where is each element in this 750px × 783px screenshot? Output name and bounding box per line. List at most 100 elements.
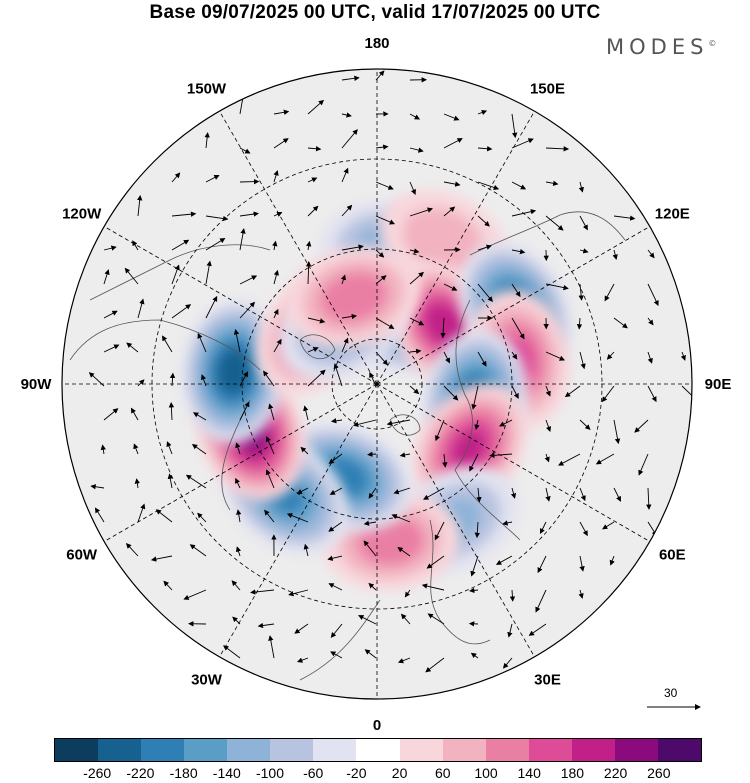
wind-arrow bbox=[511, 138, 534, 149]
wind-arrow bbox=[477, 146, 493, 152]
wind-arrow bbox=[545, 146, 570, 152]
wind-arrow bbox=[609, 555, 615, 566]
wind-arrow bbox=[88, 372, 105, 387]
wind-arrow bbox=[200, 374, 207, 387]
wind-vectors bbox=[88, 70, 692, 673]
colorbar-segment bbox=[571, 739, 615, 761]
wind-arrow bbox=[250, 589, 275, 595]
wind-arrow bbox=[595, 453, 615, 465]
wind-arrow bbox=[205, 295, 218, 319]
wind-arrow bbox=[294, 623, 309, 634]
wind-arrow bbox=[169, 372, 176, 387]
colorbar-segment bbox=[141, 739, 185, 761]
wind-arrow bbox=[495, 555, 513, 565]
wind-arrow bbox=[333, 363, 343, 387]
lon-label: 120E bbox=[655, 206, 690, 223]
brand-logo: MODES© bbox=[606, 35, 716, 59]
wind-arrow bbox=[545, 419, 552, 433]
colorbar-segment bbox=[657, 739, 701, 761]
wind-arrow bbox=[263, 370, 275, 387]
wind-arrow bbox=[647, 351, 653, 364]
wind-arrow bbox=[341, 244, 364, 251]
wind-arrow bbox=[564, 385, 581, 398]
lon-label: 30E bbox=[534, 671, 561, 688]
wind-arrow bbox=[341, 204, 353, 217]
wind-arrow bbox=[137, 194, 143, 217]
wind-arrow bbox=[328, 453, 343, 464]
coastline-siberia bbox=[454, 211, 626, 541]
wind-arrow bbox=[469, 453, 479, 472]
lon-label: 180 bbox=[364, 35, 389, 52]
wind-arrow bbox=[545, 487, 551, 502]
wind-arrow bbox=[239, 211, 259, 217]
wind-arrow bbox=[440, 317, 446, 339]
wind-arrow bbox=[132, 240, 139, 251]
wind-arrow bbox=[341, 337, 349, 353]
lon-label: 150W bbox=[187, 81, 227, 98]
wind-arrow bbox=[421, 583, 445, 591]
wind-arrow bbox=[502, 520, 513, 526]
wind-arrow bbox=[94, 507, 105, 523]
wind-arrow bbox=[375, 317, 395, 329]
wind-arrow bbox=[613, 487, 621, 502]
colorbar-tick-label: 260 bbox=[647, 765, 671, 781]
wind-arrow bbox=[364, 649, 377, 659]
wind-arrow bbox=[204, 132, 210, 149]
wind-arrow bbox=[272, 240, 278, 251]
wind-arrow bbox=[328, 583, 343, 591]
wind-arrow bbox=[443, 206, 456, 217]
wind-arrow bbox=[409, 248, 420, 254]
anomaly-contour bbox=[320, 271, 388, 323]
wind-arrow bbox=[427, 613, 445, 625]
wind-arrow bbox=[604, 283, 615, 302]
colorbar-tick-label: 220 bbox=[603, 765, 628, 781]
wind-arrow bbox=[273, 338, 282, 353]
anomaly-contour bbox=[452, 429, 487, 468]
wind-arrow bbox=[239, 401, 250, 421]
wind-arrow bbox=[368, 487, 377, 499]
wind-arrow bbox=[268, 403, 275, 421]
wind-arrow bbox=[647, 317, 654, 326]
wind-arrow bbox=[375, 181, 394, 190]
wind-arrow bbox=[647, 283, 659, 306]
colorbar-segment bbox=[55, 739, 99, 761]
lon-label: 120W bbox=[62, 206, 102, 223]
colorbar-segment bbox=[399, 739, 443, 761]
wind-arrow bbox=[579, 351, 586, 370]
wind-arrow bbox=[286, 513, 309, 523]
wind-arrow bbox=[443, 113, 460, 121]
wind-arrow bbox=[680, 351, 686, 361]
wind-arrow bbox=[205, 238, 226, 251]
wind-arrow bbox=[268, 635, 275, 659]
wind-arrow bbox=[265, 436, 275, 455]
vector-scale-label: 30 bbox=[664, 686, 678, 700]
meridian-line bbox=[376, 383, 535, 657]
wind-arrow bbox=[425, 657, 445, 673]
wind-arrow bbox=[125, 543, 139, 557]
colorbar-tick-label: 100 bbox=[474, 765, 498, 781]
wind-arrow bbox=[579, 215, 588, 231]
wind-arrow bbox=[205, 260, 212, 285]
wind-arrow bbox=[477, 244, 492, 251]
wind-arrow bbox=[341, 75, 360, 81]
wind-arrow bbox=[341, 129, 358, 149]
wind-arrow bbox=[236, 509, 242, 523]
wind-arrow bbox=[602, 521, 615, 530]
wind-arrow bbox=[124, 267, 139, 285]
wind-arrow bbox=[638, 453, 649, 476]
wind-arrow bbox=[288, 589, 309, 597]
wind-arrow bbox=[375, 275, 387, 285]
wind-arrow bbox=[528, 623, 547, 636]
wind-arrow bbox=[578, 283, 584, 301]
wind-arrow bbox=[507, 623, 513, 638]
wind-arrow bbox=[434, 521, 445, 541]
wind-arrow bbox=[273, 138, 289, 149]
wind-arrow bbox=[435, 419, 445, 442]
wind-arrow bbox=[386, 419, 411, 426]
colorbar-tick-label: -220 bbox=[126, 765, 155, 781]
wind-arrow bbox=[205, 174, 220, 183]
wind-arrow bbox=[578, 589, 584, 599]
wind-arrow bbox=[375, 144, 389, 150]
wind-arrow bbox=[375, 70, 385, 81]
wind-arrow bbox=[307, 146, 322, 152]
